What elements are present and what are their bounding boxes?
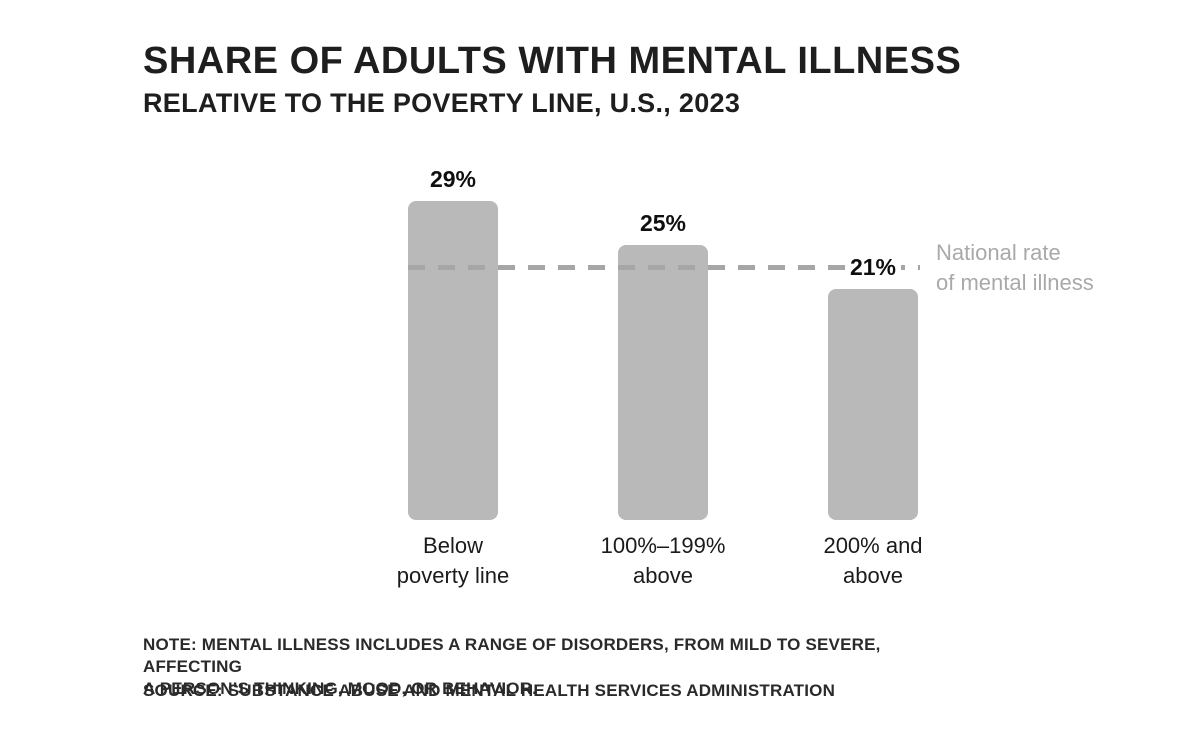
national-rate-label: National rate of mental illness: [936, 240, 1094, 295]
bar-value-label: 29%: [383, 167, 523, 191]
bar-value-label: 25%: [593, 211, 733, 235]
bar-value-label: 21%: [803, 255, 943, 279]
bar-category-label: 100%–199% above: [600, 533, 726, 588]
bar-value-text: 29%: [424, 167, 482, 191]
chart-title: SHARE OF ADULTS WITH MENTAL ILLNESS: [143, 40, 962, 82]
bar: [828, 289, 918, 520]
bar-value-text: 21%: [844, 255, 902, 279]
bar-category-label: 200% and above: [823, 533, 923, 588]
source-text: SOURCE: SUBSTANCE ABUSE AND MENTAL HEALT…: [143, 681, 836, 700]
national-rate-line: [408, 265, 920, 270]
bar: [618, 245, 708, 520]
bar-value-text: 25%: [634, 211, 692, 235]
bar-category-label: Below poverty line: [396, 533, 510, 588]
note-text: NOTE: MENTAL ILLNESS INCLUDES A RANGE OF…: [143, 635, 881, 698]
chart-subtitle: RELATIVE TO THE POVERTY LINE, U.S., 2023: [143, 88, 741, 118]
bar: [408, 201, 498, 520]
